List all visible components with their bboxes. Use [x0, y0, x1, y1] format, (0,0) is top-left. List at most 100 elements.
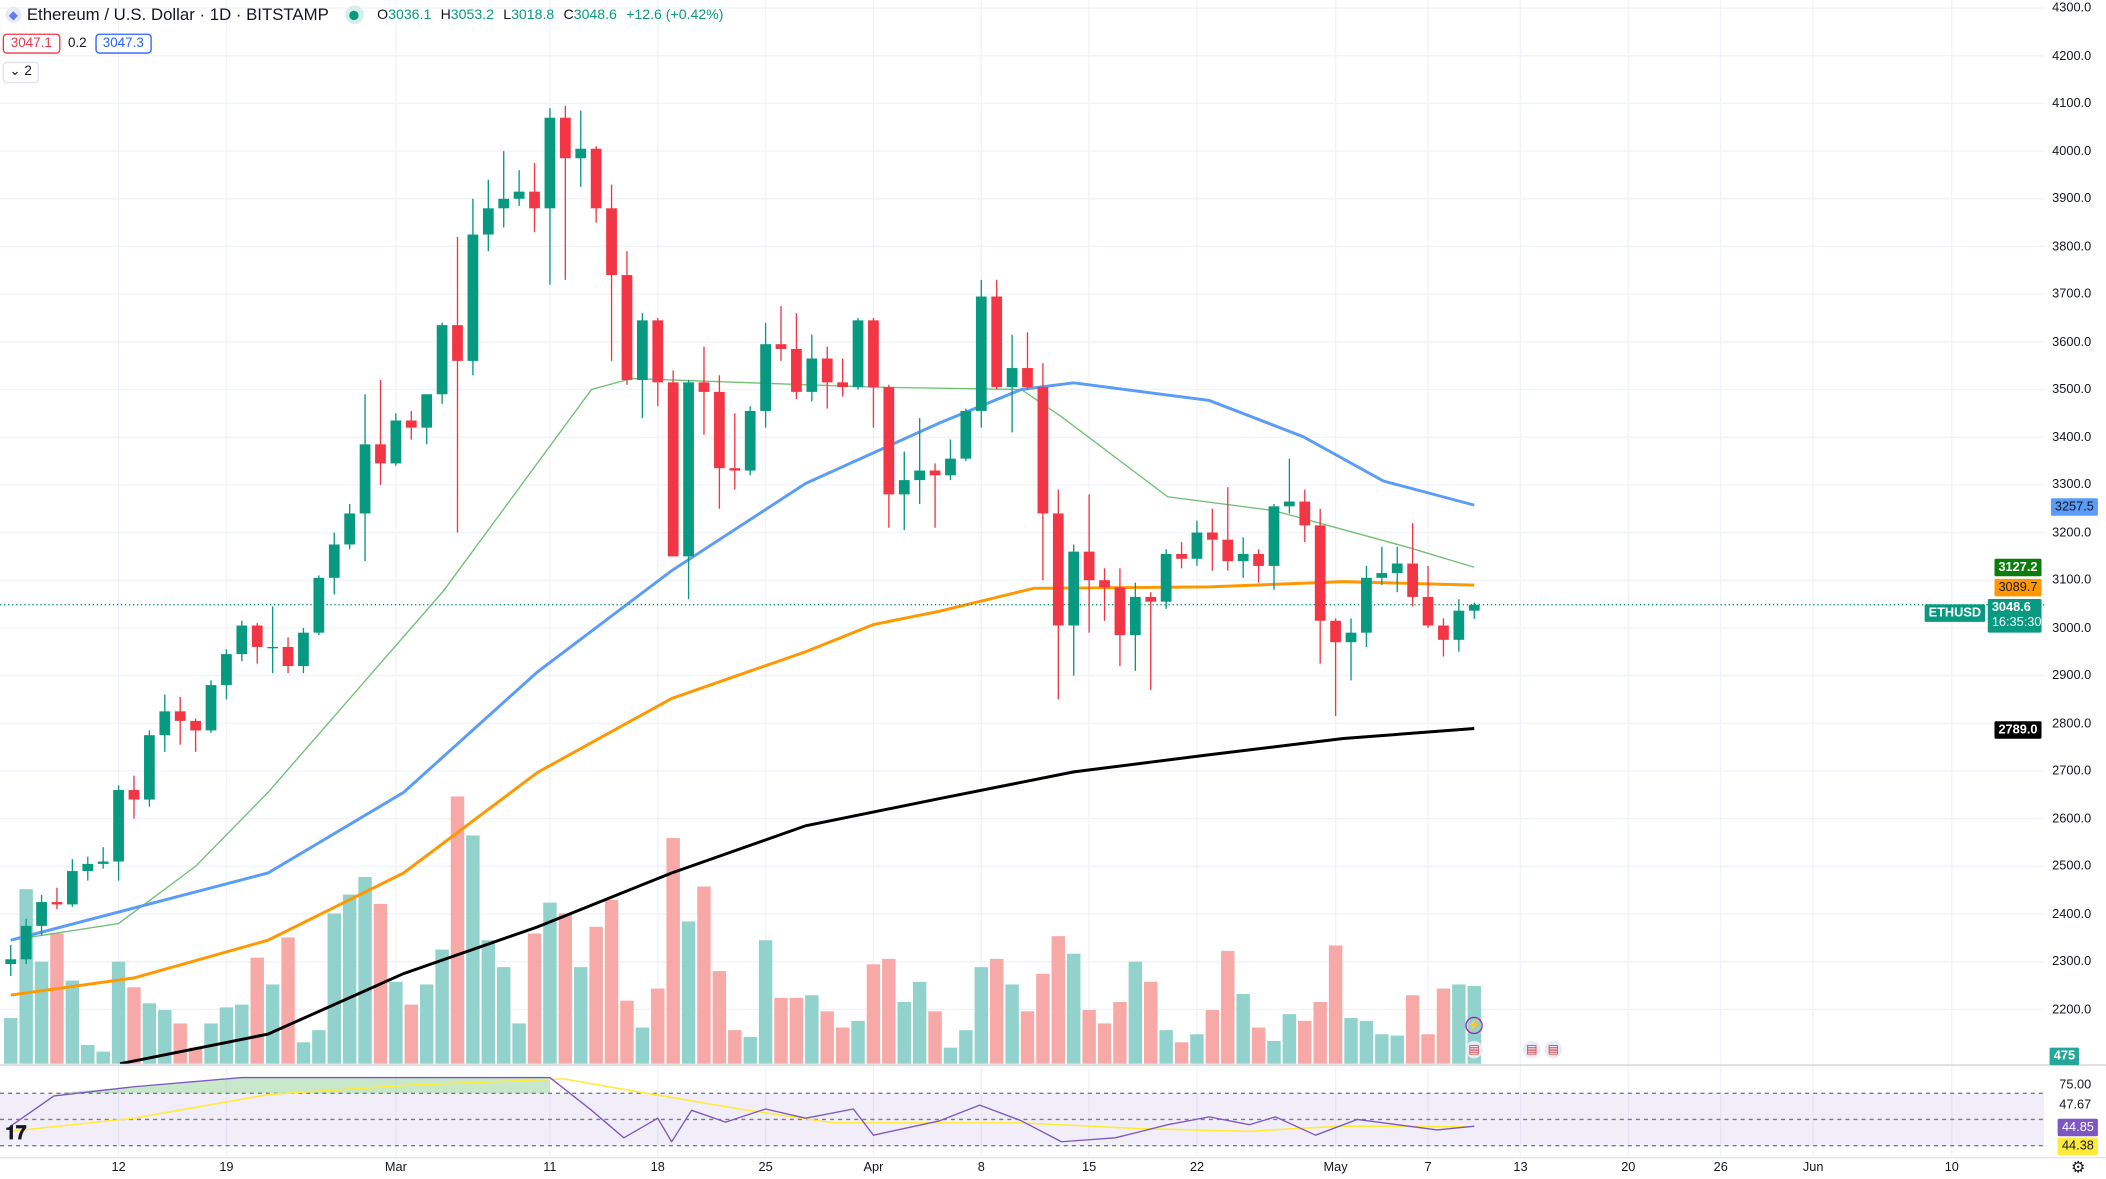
candle — [744, 406, 756, 476]
candle-body — [390, 420, 402, 464]
price-tick-label: 2600.0 — [2052, 811, 2092, 827]
candle — [1160, 549, 1172, 609]
sell-button[interactable]: 3047.1 — [2, 33, 60, 54]
candle — [390, 413, 402, 466]
volume-bar — [327, 913, 341, 1064]
ohlc-values: O3036.1 H3053.2 L3018.8 C3048.6 +12.6 (+… — [377, 7, 729, 23]
change-value: +12.6 (+0.42%) — [626, 6, 724, 23]
us-flag-event-icon[interactable]: ▤ — [1465, 1040, 1483, 1059]
trade-panel: 3047.1 0.2 3047.3 — [2, 33, 152, 54]
volume-bar — [666, 838, 680, 1064]
volume-bar — [1359, 1020, 1374, 1064]
candle-body — [298, 632, 309, 667]
last-price: 3048.6 — [1991, 600, 2031, 616]
candle-body — [405, 420, 417, 428]
candle — [1052, 489, 1064, 700]
candle — [498, 151, 510, 228]
volume-bar — [65, 980, 80, 1064]
volume-bar — [142, 1003, 157, 1064]
buy-button[interactable]: 3047.3 — [94, 33, 152, 54]
candle — [883, 384, 895, 528]
candle — [313, 575, 325, 636]
us-flag-event-icon[interactable]: ▤ — [1544, 1040, 1563, 1059]
candle — [144, 730, 155, 807]
candle — [898, 451, 910, 531]
volume-label: 475 — [2049, 1047, 2080, 1066]
candle — [714, 375, 725, 509]
candle-body — [313, 577, 325, 633]
high-value: 3053.2 — [450, 6, 494, 23]
price-tick-label: 4200.0 — [2052, 48, 2092, 64]
candle-body — [1176, 553, 1187, 559]
candle — [236, 620, 248, 662]
candle — [791, 313, 802, 400]
candle-body — [452, 325, 463, 361]
candle-body — [97, 861, 109, 864]
candle-body — [159, 711, 171, 736]
candle-body — [375, 444, 386, 464]
candle — [1361, 565, 1372, 647]
volume-bar — [173, 1023, 187, 1064]
volume-bar — [558, 913, 573, 1064]
volume-bar — [312, 1030, 326, 1064]
candle-body — [837, 382, 849, 388]
candle-body — [282, 646, 294, 667]
candle-body — [498, 198, 510, 209]
us-flag-event-icon[interactable]: ▤ — [1523, 1040, 1541, 1059]
volume-bar — [1128, 961, 1143, 1064]
candle-body — [575, 148, 587, 159]
candle-body — [606, 208, 617, 276]
date-tick-label: 13 — [1513, 1160, 1528, 1176]
candle — [1345, 618, 1357, 681]
candle — [529, 163, 540, 233]
candle-body — [1145, 596, 1157, 602]
candle-body — [1253, 553, 1264, 566]
candle — [5, 944, 17, 976]
volume-bar — [912, 981, 927, 1064]
volume-bar — [497, 967, 511, 1064]
volume-bar — [712, 971, 727, 1064]
volume-bar — [204, 1023, 218, 1064]
date-tick-label: 15 — [1082, 1160, 1097, 1176]
volume-bar — [265, 984, 280, 1064]
candle-body — [714, 391, 725, 469]
market-open-status-icon[interactable] — [344, 5, 364, 25]
candle — [683, 379, 694, 600]
candle — [20, 918, 32, 965]
candle-body — [1022, 368, 1033, 388]
candle-body — [1284, 501, 1295, 507]
candle-body — [698, 382, 710, 392]
volume-bar — [1267, 1040, 1281, 1064]
volume-bar — [1390, 1035, 1404, 1064]
tradingview-logo-icon[interactable]: 𝟏𝟕 — [5, 1121, 27, 1143]
price-tick-label: 3500.0 — [2052, 382, 2092, 397]
candle — [328, 532, 340, 595]
volume-bar — [1205, 1010, 1220, 1064]
date-tick-label: 19 — [219, 1160, 234, 1176]
settings-gear-icon[interactable]: ⚙ — [2071, 1157, 2086, 1177]
volume-bar — [419, 984, 434, 1064]
candle — [1099, 568, 1110, 621]
volume-bar — [389, 981, 403, 1064]
lightning-event-icon[interactable]: ⚡ — [1465, 1016, 1483, 1035]
candle-body — [267, 646, 279, 649]
indicators-toggle-button[interactable]: ⌄ 2 — [2, 61, 39, 84]
candle-body — [236, 625, 248, 655]
volume-bar — [4, 1018, 18, 1064]
volume-bar — [574, 967, 588, 1064]
candle — [298, 627, 309, 674]
candle-body — [467, 234, 479, 361]
price-tick-label: 2400.0 — [2052, 906, 2092, 922]
candle-body — [929, 470, 941, 476]
price-tick-label: 2800.0 — [2052, 715, 2092, 731]
candle — [221, 649, 232, 700]
symbol-title[interactable]: Ethereum / U.S. Dollar · 1D · BITSTAMP — [26, 5, 329, 25]
candle — [513, 170, 525, 206]
candle — [929, 463, 941, 528]
volume-bar — [743, 1036, 757, 1064]
candle-body — [190, 720, 201, 731]
volume-bar — [851, 1020, 865, 1064]
candle-body — [652, 320, 664, 383]
volume-bar — [435, 949, 449, 1064]
